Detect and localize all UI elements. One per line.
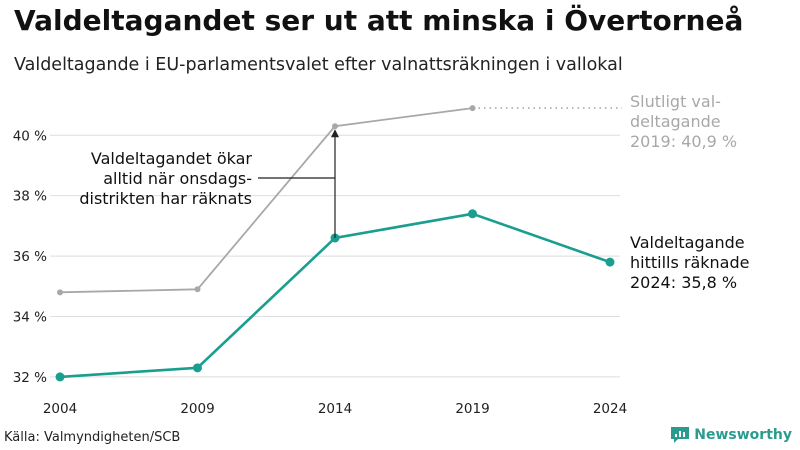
y-tick-label: 40 % xyxy=(13,128,47,144)
series-lines xyxy=(55,105,622,382)
x-tick-label: 2014 xyxy=(318,401,352,417)
annotation-note-line: Valdeltagandet ökar xyxy=(91,149,253,168)
annotation-note: Valdeltagandet ökar alltid när onsdags-di… xyxy=(79,149,252,208)
final-value-label: Slutligt val-deltagande 2019: 40,9 % xyxy=(630,92,737,151)
annotation-note-line: alltid när onsdags- xyxy=(103,169,252,188)
brand-logo: Newsworthy xyxy=(670,426,792,444)
x-tick-label: 2019 xyxy=(455,401,489,417)
y-tick-label: 38 % xyxy=(13,189,47,205)
final-value-label-line: deltagande xyxy=(630,112,721,131)
final-point-marker xyxy=(57,289,63,296)
final-point-marker xyxy=(194,286,201,293)
y-axis-ticks: 32 % 34 % 36 % 38 % 40 % xyxy=(13,128,47,386)
annotations: Slutligt val-deltagande 2019: 40,9 % Valde… xyxy=(79,92,749,292)
y-tick-label: 36 % xyxy=(13,249,47,265)
chart-subtitle: Valdeltagande i EU-parlamentsvalet efter… xyxy=(14,55,623,75)
x-axis-ticks: 2004 2009 2014 2019 2024 xyxy=(43,401,627,417)
counted-point-marker xyxy=(193,363,202,373)
series-line-final xyxy=(59,107,473,294)
x-tick-label: 2024 xyxy=(593,401,627,417)
x-tick-label: 2009 xyxy=(180,401,214,417)
newsworthy-logo-icon xyxy=(671,427,690,443)
annotation-arrowhead xyxy=(331,129,339,138)
counted-value-label: Valdeltagande hittills räknade 2024: 35,8 … xyxy=(630,233,749,292)
final-value-label-line: 2019: 40,9 % xyxy=(630,132,737,151)
annotation-note-line: distrikten har räknats xyxy=(79,189,252,208)
final-value-label-line: Slutligt val- xyxy=(630,92,721,111)
final-point-marker xyxy=(332,123,338,130)
counted-value-label-line: 2024: 35,8 % xyxy=(630,273,737,292)
chart-title: Valdeltagandet ser ut att minska i Övert… xyxy=(14,4,744,37)
counted-value-label-line: Valdeltagande xyxy=(630,233,745,252)
final-point-marker xyxy=(469,105,476,112)
x-tick-label: 2004 xyxy=(43,401,77,417)
counted-point-marker xyxy=(468,209,477,219)
source-note: Källa: Valmyndigheten/SCB xyxy=(4,430,181,445)
counted-point-marker xyxy=(55,372,65,382)
brand-name: Newsworthy xyxy=(694,427,792,443)
counted-point-marker xyxy=(605,257,615,267)
counted-value-label-line: hittills räknade xyxy=(630,253,749,272)
y-tick-label: 32 % xyxy=(13,370,47,386)
y-tick-label: 34 % xyxy=(13,309,47,325)
